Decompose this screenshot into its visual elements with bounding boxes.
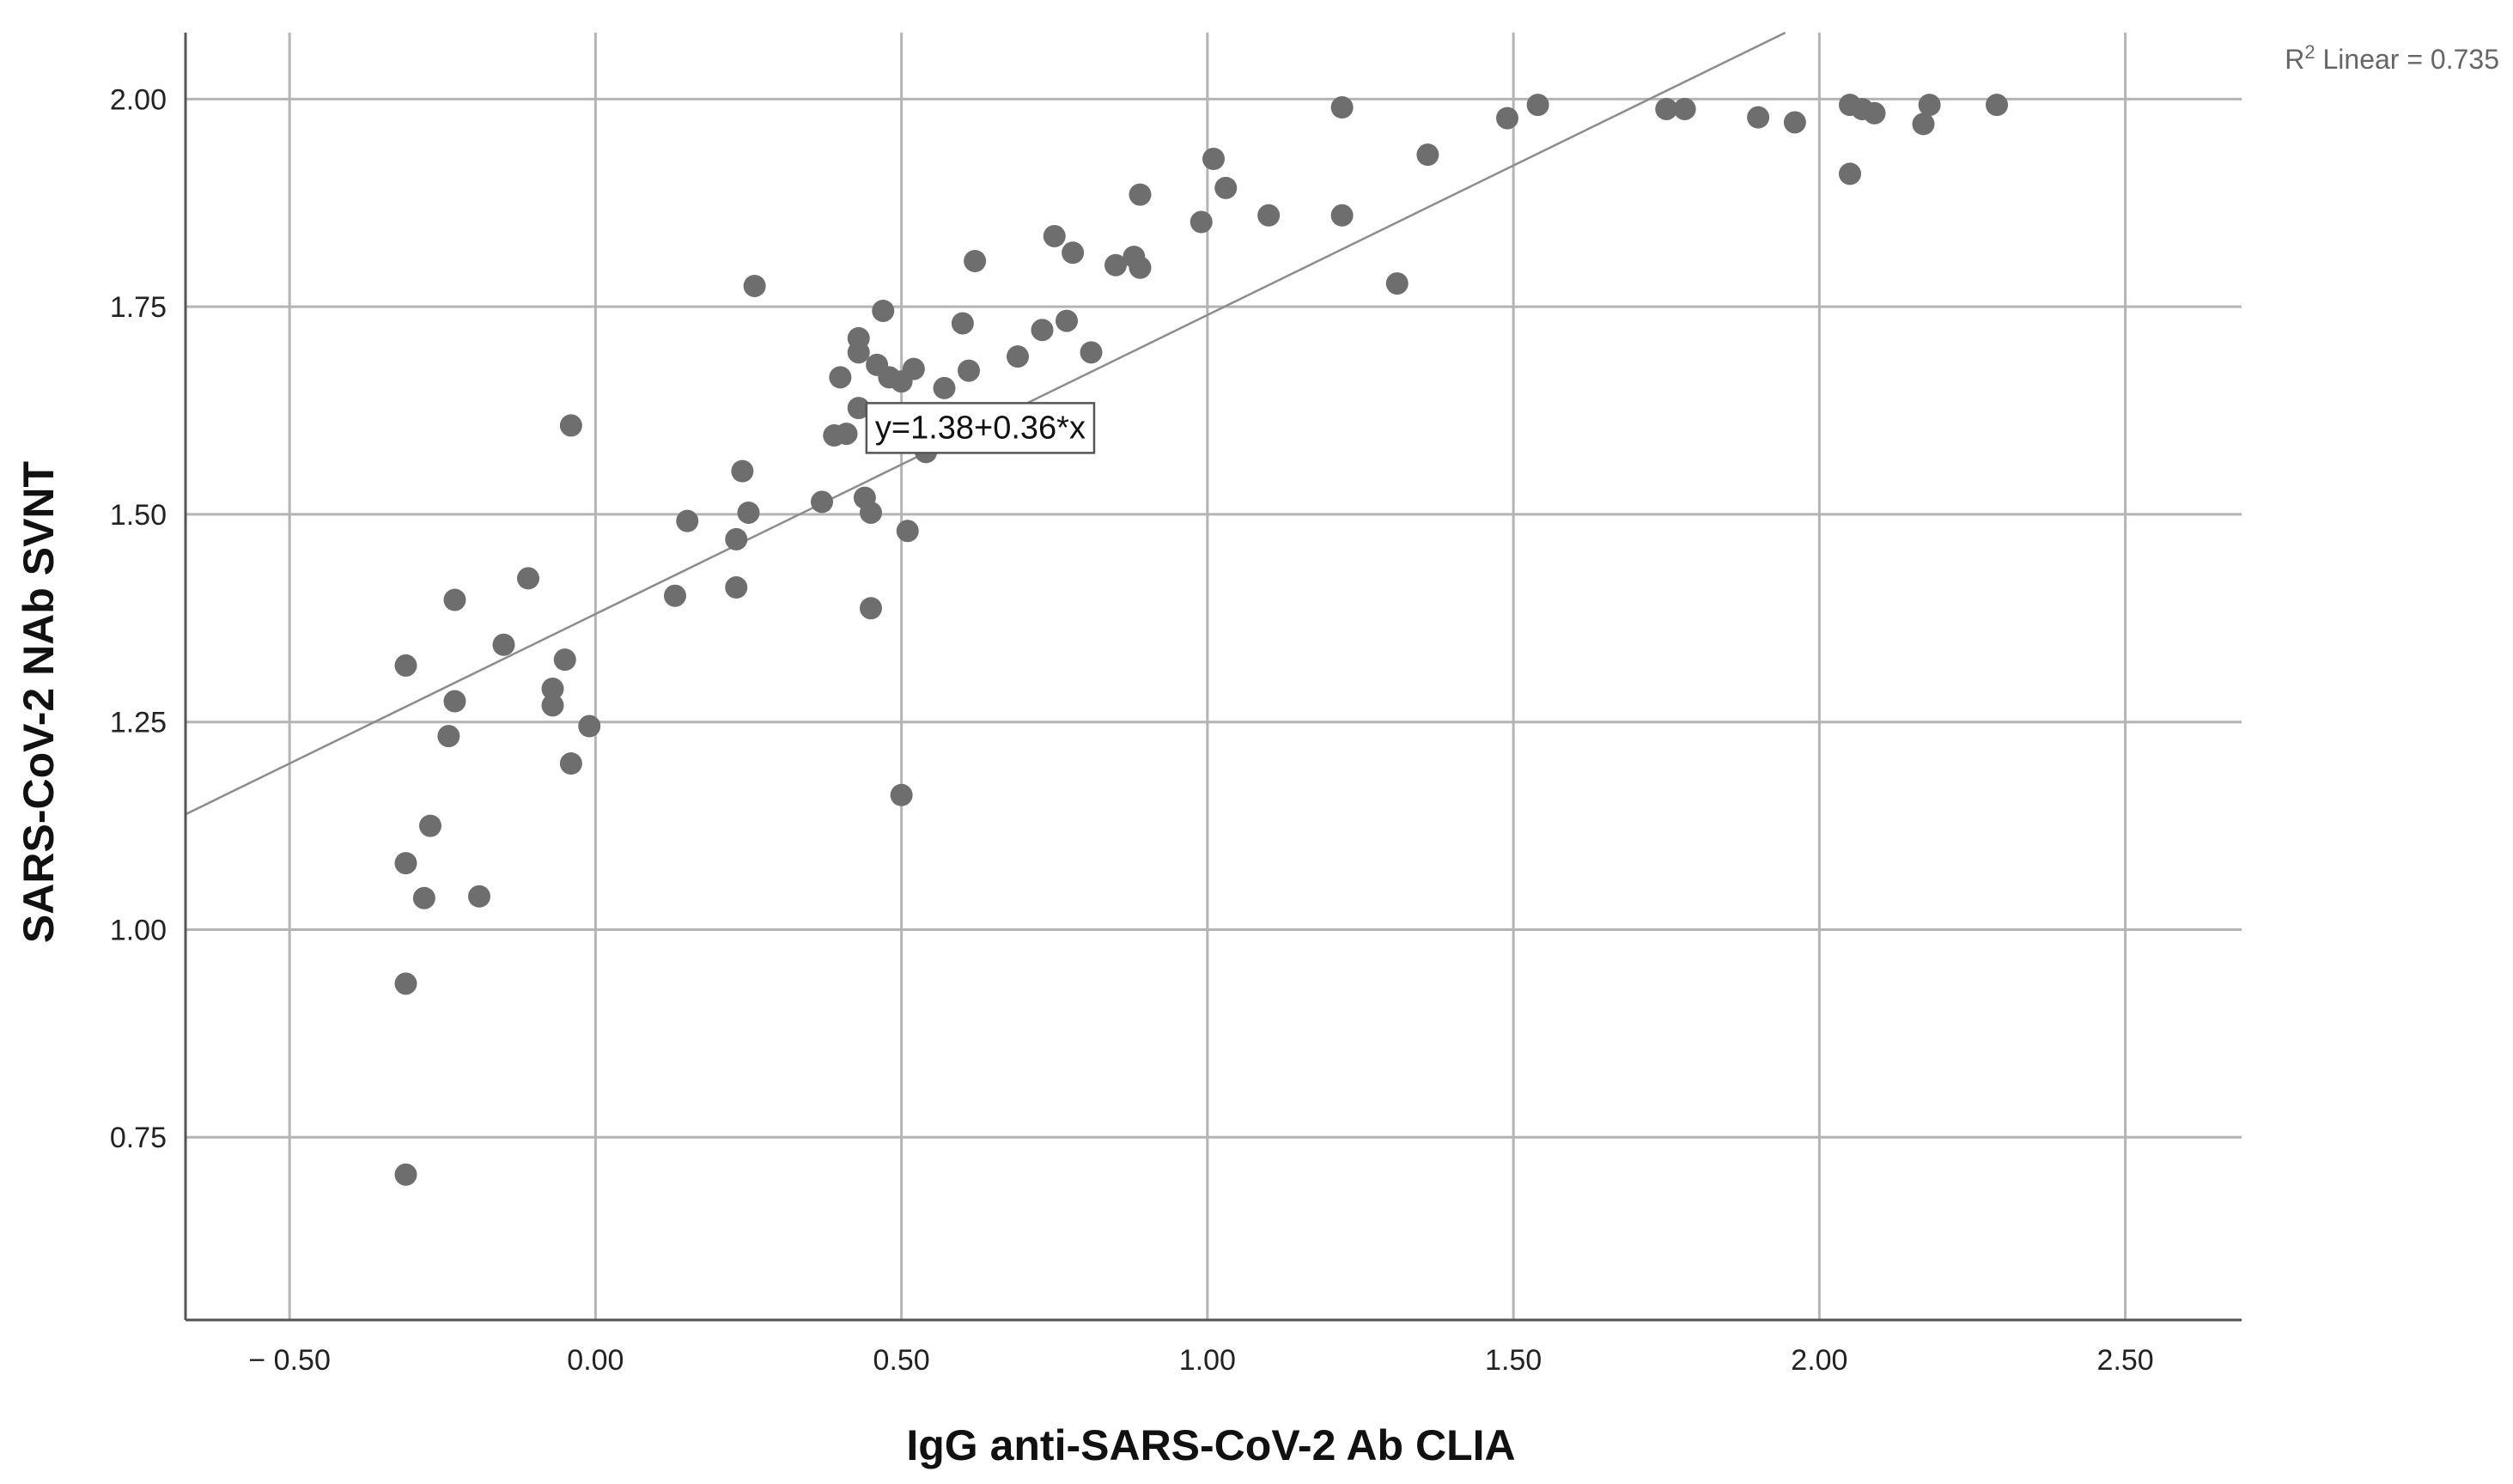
- data-point: [1385, 272, 1409, 295]
- data-point: [1496, 106, 1518, 130]
- data-point: [468, 885, 490, 908]
- data-point: [541, 678, 564, 701]
- x-tick-label: 1.50: [1485, 1344, 1542, 1377]
- data-point: [1783, 111, 1806, 134]
- axes: [184, 33, 2242, 1322]
- data-point: [890, 783, 913, 806]
- data-point: [902, 357, 925, 380]
- x-tick-label: 0.50: [873, 1344, 930, 1377]
- data-point: [1747, 106, 1770, 129]
- data-point: [964, 249, 987, 272]
- data-point: [1080, 341, 1103, 364]
- data-point: [829, 366, 852, 389]
- data-point: [443, 690, 466, 713]
- data-point: [725, 576, 748, 599]
- data-point: [731, 459, 754, 483]
- data-point: [896, 520, 919, 543]
- y-axis-title: SARS-CoV-2 NAb SVNT: [15, 461, 63, 943]
- data-point: [394, 1163, 417, 1186]
- data-point: [860, 597, 882, 620]
- y-tick-label: 1.00: [110, 914, 167, 946]
- gridlines: [186, 33, 2242, 1320]
- data-point: [664, 584, 686, 607]
- y-tick-label: 1.25: [110, 707, 167, 739]
- data-point: [1214, 176, 1238, 199]
- data-point: [872, 299, 895, 322]
- data-point: [1330, 96, 1354, 119]
- data-point: [958, 359, 980, 382]
- data-point: [541, 694, 564, 717]
- data-point: [737, 501, 760, 524]
- data-point: [1257, 204, 1281, 227]
- data-point: [1129, 183, 1152, 206]
- data-point: [559, 414, 582, 437]
- data-point: [1330, 204, 1354, 227]
- y-tick-label: 1.75: [110, 291, 167, 324]
- data-point: [578, 715, 601, 738]
- y-tick-label: 1.50: [110, 499, 167, 532]
- data-point: [1056, 309, 1078, 332]
- data-point: [443, 588, 466, 611]
- data-point: [1062, 241, 1085, 265]
- data-point: [1673, 97, 1696, 120]
- x-tick-label: 0.00: [567, 1344, 624, 1377]
- data-points: [394, 94, 2008, 1186]
- data-point: [1912, 113, 1935, 136]
- r2-superscript: 2: [2304, 41, 2315, 63]
- data-point: [1043, 224, 1066, 247]
- x-tick-label: − 0.50: [248, 1344, 330, 1377]
- data-point: [559, 752, 582, 775]
- equation-label: y=1.38+0.36*x: [875, 410, 1086, 446]
- data-point: [1007, 345, 1029, 368]
- tick-labels: − 0.50 0.00 0.50 1.00 1.50 2.00 2.50 0.75 1.00 1.…: [110, 83, 2154, 1377]
- data-point: [1863, 101, 1886, 125]
- data-point: [1129, 256, 1152, 279]
- data-point: [394, 972, 417, 995]
- data-point: [1655, 97, 1678, 120]
- data-point: [847, 397, 870, 420]
- data-point: [517, 567, 539, 590]
- data-point: [725, 527, 748, 550]
- data-point: [951, 312, 974, 335]
- data-point: [933, 376, 956, 399]
- data-point: [1104, 253, 1127, 277]
- data-point: [676, 509, 699, 532]
- data-point: [743, 274, 766, 297]
- data-point: [1190, 210, 1213, 234]
- data-point: [394, 852, 417, 875]
- data-point: [1202, 147, 1225, 170]
- data-point: [811, 490, 833, 514]
- data-point: [394, 654, 417, 677]
- data-point: [492, 633, 515, 656]
- y-tick-label: 2.00: [110, 83, 167, 116]
- data-point: [860, 501, 882, 524]
- x-tick-label: 1.00: [1179, 1344, 1236, 1377]
- data-point: [437, 725, 460, 748]
- x-tick-label: 2.50: [2097, 1344, 2154, 1377]
- x-axis-title: IgG anti-SARS-CoV-2 Ab CLIA: [906, 1421, 1515, 1469]
- data-point: [1839, 162, 1861, 186]
- data-point: [835, 423, 858, 446]
- y-tick-label: 0.75: [110, 1122, 167, 1154]
- data-point: [419, 814, 441, 837]
- x-tick-label: 2.00: [1791, 1344, 1847, 1377]
- data-point: [847, 341, 870, 364]
- data-point: [1986, 94, 2008, 117]
- equation-label-box: y=1.38+0.36*x: [865, 402, 1096, 454]
- data-point: [1918, 94, 1941, 117]
- data-point: [553, 648, 576, 672]
- r2-prefix: R: [2285, 44, 2304, 75]
- r2-value: Linear = 0.735: [2315, 44, 2499, 75]
- data-point: [412, 886, 435, 909]
- data-point: [1526, 94, 1549, 117]
- data-point: [1031, 319, 1054, 342]
- r-squared-label: R2 Linear = 0.735: [2285, 41, 2499, 75]
- data-point: [1416, 143, 1439, 167]
